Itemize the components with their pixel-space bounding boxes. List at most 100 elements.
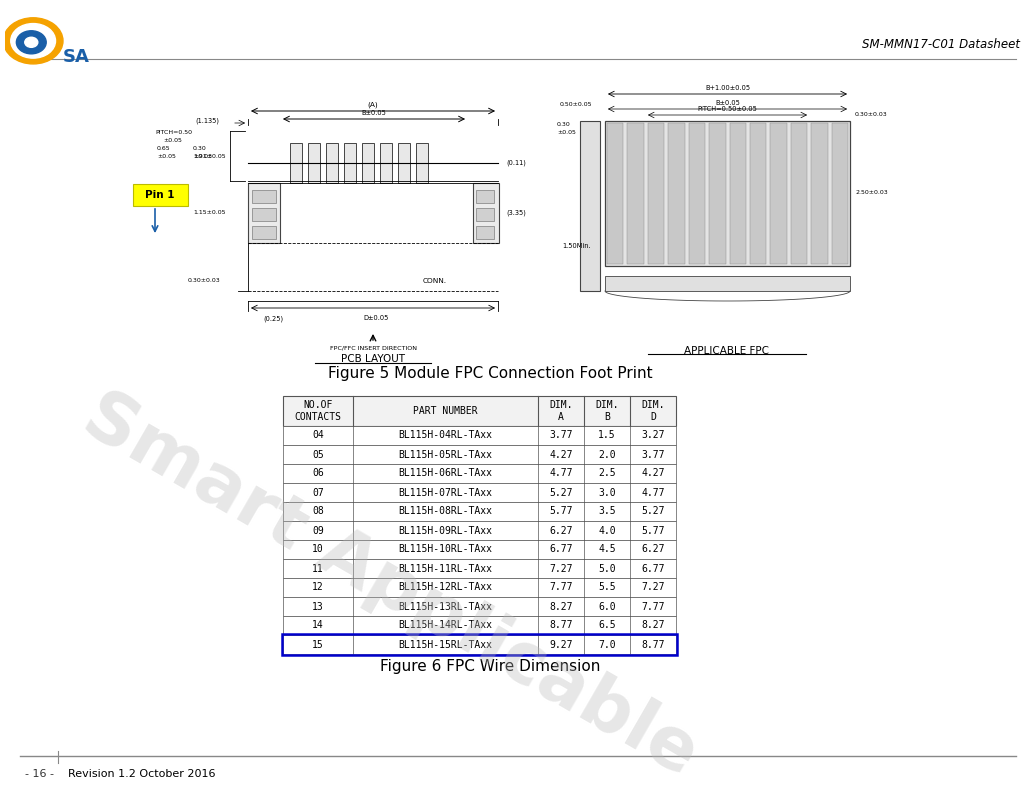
- Text: 6.27: 6.27: [641, 545, 665, 554]
- Bar: [668, 123, 685, 264]
- Text: 4.27: 4.27: [549, 449, 573, 460]
- Text: 7.27: 7.27: [549, 563, 573, 574]
- Text: SA: SA: [63, 48, 90, 66]
- Text: BL115H-10RL-TAxx: BL115H-10RL-TAxx: [399, 545, 492, 554]
- Bar: [398, 143, 410, 183]
- Text: (0.11): (0.11): [506, 159, 526, 167]
- Text: 8.27: 8.27: [641, 621, 665, 630]
- Text: DIM.
A: DIM. A: [549, 400, 573, 422]
- Text: 5.27: 5.27: [549, 488, 573, 497]
- Text: 0.30: 0.30: [193, 147, 207, 151]
- Bar: [605, 121, 850, 266]
- Text: BL115H-08RL-TAxx: BL115H-08RL-TAxx: [399, 506, 492, 517]
- Bar: [689, 123, 706, 264]
- Circle shape: [17, 30, 47, 54]
- Text: 0.50±0.05: 0.50±0.05: [560, 103, 593, 107]
- Text: (3.35): (3.35): [506, 210, 526, 216]
- Text: BL115H-04RL-TAxx: BL115H-04RL-TAxx: [399, 430, 492, 441]
- Text: 15: 15: [312, 639, 324, 650]
- Text: Pin 1: Pin 1: [145, 190, 175, 200]
- Text: D±0.05: D±0.05: [363, 315, 388, 321]
- Text: Figure 6 FPC Wire Dimension: Figure 6 FPC Wire Dimension: [380, 659, 600, 674]
- Text: 1.50Min.: 1.50Min.: [562, 243, 591, 249]
- Text: 3.0: 3.0: [598, 488, 615, 497]
- Bar: [283, 483, 677, 502]
- Bar: [832, 123, 848, 264]
- Text: DIM.
D: DIM. D: [641, 400, 665, 422]
- Bar: [580, 121, 600, 291]
- Text: 6.77: 6.77: [641, 563, 665, 574]
- Text: 2.5: 2.5: [598, 469, 615, 478]
- Text: Figure 5 Module FPC Connection Foot Print: Figure 5 Module FPC Connection Foot Prin…: [327, 366, 653, 381]
- Text: 4.0: 4.0: [598, 525, 615, 536]
- Bar: [252, 208, 276, 221]
- Bar: [811, 123, 828, 264]
- Bar: [380, 143, 392, 183]
- Text: B±0.05: B±0.05: [362, 110, 386, 116]
- Text: 3.77: 3.77: [549, 430, 573, 441]
- Circle shape: [3, 18, 63, 64]
- Text: ±0.05: ±0.05: [557, 130, 576, 135]
- Text: PCB LAYOUT: PCB LAYOUT: [341, 354, 405, 364]
- Bar: [628, 123, 643, 264]
- Text: (1.135): (1.135): [195, 118, 219, 124]
- Bar: [416, 143, 428, 183]
- Bar: [252, 226, 276, 239]
- Text: BL115H-09RL-TAxx: BL115H-09RL-TAxx: [399, 525, 492, 536]
- Text: 12: 12: [312, 582, 324, 593]
- Text: 6.5: 6.5: [598, 621, 615, 630]
- Text: 9.27: 9.27: [549, 639, 573, 650]
- Bar: [283, 616, 677, 635]
- Text: Smart Applicable: Smart Applicable: [70, 382, 710, 791]
- Bar: [473, 183, 499, 243]
- Text: 0.30±0.03: 0.30±0.03: [855, 112, 888, 118]
- Bar: [605, 276, 850, 291]
- Text: 8.77: 8.77: [641, 639, 665, 650]
- Text: PITCH=0.50: PITCH=0.50: [155, 131, 192, 135]
- Text: 7.0: 7.0: [598, 639, 615, 650]
- Bar: [283, 426, 677, 445]
- Text: SM-MMN17-C01 Datasheet: SM-MMN17-C01 Datasheet: [862, 38, 1020, 51]
- Bar: [283, 540, 677, 559]
- Bar: [476, 190, 494, 203]
- Text: 5.0: 5.0: [598, 563, 615, 574]
- Text: 4.27: 4.27: [641, 469, 665, 478]
- Circle shape: [10, 23, 56, 58]
- Bar: [283, 597, 677, 616]
- Bar: [476, 226, 494, 239]
- Text: CONN.: CONN.: [423, 278, 448, 284]
- Bar: [252, 190, 276, 203]
- Bar: [308, 143, 320, 183]
- Text: ±0.03: ±0.03: [193, 154, 212, 159]
- Text: 5.27: 5.27: [641, 506, 665, 517]
- Text: FPC/FFC INSERT DIRECTION: FPC/FFC INSERT DIRECTION: [329, 346, 416, 351]
- Circle shape: [25, 37, 38, 47]
- Text: (A): (A): [368, 102, 378, 108]
- Bar: [283, 559, 677, 578]
- Text: 4.77: 4.77: [549, 469, 573, 478]
- Text: B±0.05: B±0.05: [715, 100, 740, 106]
- Bar: [283, 578, 677, 597]
- Text: 08: 08: [312, 506, 324, 517]
- Text: 06: 06: [312, 469, 324, 478]
- Text: 6.77: 6.77: [549, 545, 573, 554]
- Text: 2.50±0.03: 2.50±0.03: [855, 191, 888, 195]
- Text: 3.5: 3.5: [598, 506, 615, 517]
- Text: 2.0: 2.0: [598, 449, 615, 460]
- Text: B+1.00±0.05: B+1.00±0.05: [704, 85, 750, 91]
- Bar: [790, 123, 807, 264]
- Bar: [282, 634, 677, 655]
- Text: PART NUMBER: PART NUMBER: [413, 406, 478, 416]
- Text: 05: 05: [312, 449, 324, 460]
- Text: 8.27: 8.27: [549, 602, 573, 611]
- Text: 7.77: 7.77: [549, 582, 573, 593]
- Text: BL115H-05RL-TAxx: BL115H-05RL-TAxx: [399, 449, 492, 460]
- Bar: [290, 143, 303, 183]
- Bar: [283, 521, 677, 540]
- Text: BL115H-07RL-TAxx: BL115H-07RL-TAxx: [399, 488, 492, 497]
- Text: PITCH=0.50±0.05: PITCH=0.50±0.05: [697, 106, 757, 112]
- Text: BL115H-12RL-TAxx: BL115H-12RL-TAxx: [399, 582, 492, 593]
- Text: 4.77: 4.77: [641, 488, 665, 497]
- Text: 04: 04: [312, 430, 324, 441]
- Text: 10: 10: [312, 545, 324, 554]
